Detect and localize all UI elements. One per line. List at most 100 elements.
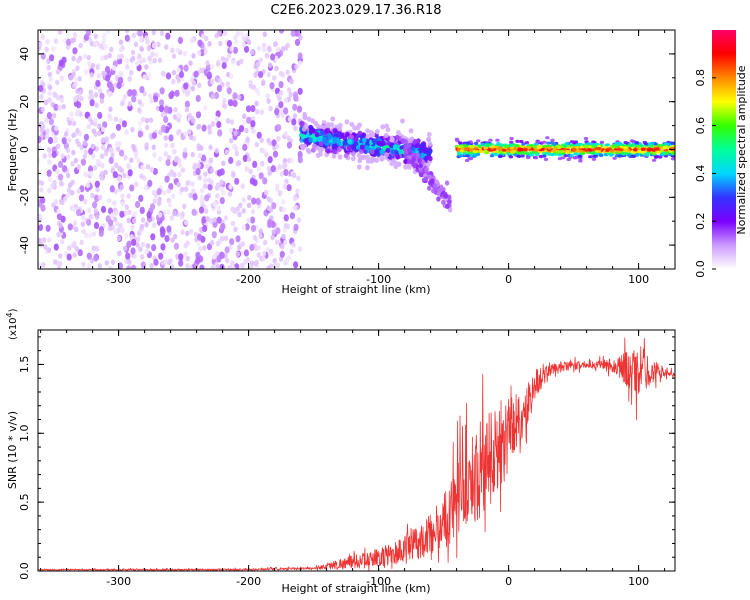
- snr-x-tick-label: 100: [628, 575, 649, 588]
- heatmap-cell: [219, 263, 225, 269]
- heatmap-cell: [114, 220, 120, 227]
- heatmap-cell: [235, 235, 241, 243]
- heatmap-cell: [145, 164, 151, 170]
- heatmap-cell: [250, 105, 256, 113]
- heatmap-cell: [134, 60, 140, 67]
- heatmap-cell: [207, 183, 213, 191]
- heatmap-cell: [108, 147, 113, 153]
- heatmap-cell: [353, 136, 359, 142]
- heatmap-cell: [125, 64, 130, 70]
- heatmap-cell: [418, 172, 424, 178]
- heatmap-cell: [396, 130, 401, 136]
- heatmap-cell: [149, 98, 154, 104]
- heatmap-cell: [250, 116, 256, 122]
- heatmap-cell: [531, 151, 537, 155]
- heatmap-cell: [215, 61, 221, 67]
- heatmap-cell: [188, 134, 194, 140]
- heatmap-cell: [210, 93, 216, 100]
- heatmap-cell: [473, 141, 479, 145]
- heatmap-cell: [55, 143, 61, 150]
- heatmap-cell: [523, 147, 528, 151]
- heatmap-cell: [61, 103, 66, 110]
- heatmap-cell: [150, 51, 155, 57]
- heatmap-cell: [292, 103, 298, 111]
- heatmap-cell: [176, 112, 181, 118]
- heatmap-cell: [634, 141, 639, 145]
- heatmap-cell: [390, 149, 396, 155]
- heatmap-cell: [281, 46, 286, 52]
- heatmap-cell: [280, 112, 285, 119]
- heatmap-cell: [95, 79, 101, 87]
- heatmap-cell: [90, 62, 96, 69]
- heatmap-cell: [81, 261, 86, 268]
- heatmap-cell: [127, 209, 132, 216]
- heatmap-cell: [352, 125, 357, 131]
- heatmap-cell: [93, 40, 99, 47]
- heatmap-cell: [143, 184, 148, 191]
- heatmap-cell: [578, 159, 583, 163]
- heatmap-cell: [255, 61, 261, 67]
- heatmap-cell: [237, 211, 242, 218]
- heatmap-cell: [578, 149, 583, 153]
- heatmap-cell: [58, 253, 63, 259]
- heatmap-cell: [113, 210, 119, 216]
- heatmap-cell: [350, 156, 356, 162]
- heatmap-cell: [124, 58, 129, 64]
- heatmap-cell: [180, 211, 185, 217]
- heatmap-cell: [192, 193, 198, 201]
- heatmap-cell: [45, 39, 50, 45]
- heatmap-cell: [344, 119, 350, 125]
- heatmap-cell: [131, 95, 137, 103]
- heatmap-cell: [175, 129, 181, 136]
- heatmap-cell: [95, 245, 100, 252]
- heatmap-cell: [93, 118, 98, 124]
- heatmap-cell: [283, 107, 289, 115]
- heatmap-cell: [83, 198, 88, 205]
- heatmap-cell: [40, 106, 45, 113]
- heatmap-cell: [156, 188, 162, 196]
- heatmap-cell: [122, 245, 128, 252]
- heatmap-cell: [592, 154, 597, 158]
- heatmap-cell: [240, 183, 245, 189]
- heatmap-cell: [218, 78, 223, 84]
- heatmap-cell: [140, 217, 146, 223]
- heatmap-cell: [163, 142, 169, 148]
- heatmap-cell: [48, 118, 55, 126]
- heatmap-cell: [468, 154, 474, 158]
- heatmap-cell: [234, 177, 240, 185]
- heatmap-cell: [89, 99, 95, 107]
- heatmap-cell: [47, 71, 53, 78]
- heatmap-cell: [89, 72, 94, 78]
- heatmap-cell: [134, 200, 141, 209]
- heatmap-cell: [284, 257, 290, 264]
- heatmap-cell: [174, 89, 180, 97]
- heatmap-cell: [279, 250, 285, 258]
- heatmap-cell: [137, 120, 143, 127]
- heatmap-cell: [118, 223, 123, 229]
- heatmap-cell: [159, 226, 165, 234]
- heatmap-cell: [41, 237, 47, 243]
- heatmap-cell: [656, 150, 661, 154]
- heatmap-cell: [563, 144, 568, 148]
- heatmap-cell: [92, 165, 98, 171]
- heatmap-cell: [114, 141, 119, 148]
- heatmap-cell: [92, 201, 98, 209]
- heatmap-cell: [38, 219, 42, 226]
- heatmap-cell: [163, 105, 170, 113]
- colorbar-ticks: 0.0 0.2 0.4 0.6 0.8: [694, 69, 716, 278]
- heatmap-cell: [256, 166, 261, 172]
- heatmap-cell: [443, 193, 449, 199]
- heatmap-cell: [88, 147, 94, 155]
- heatmap-cell: [256, 245, 261, 251]
- heatmap-cell: [229, 46, 234, 52]
- heatmap-cell: [214, 148, 219, 154]
- heatmap-cell: [144, 64, 149, 70]
- heatmap-cell: [65, 192, 71, 199]
- heatmap-cell: [185, 180, 190, 186]
- heatmap-cell: [635, 153, 640, 157]
- heatmap-cell: [183, 147, 188, 153]
- heatmap-cell: [140, 241, 146, 248]
- heatmap-cell: [113, 116, 119, 122]
- heatmap-cell: [495, 138, 500, 142]
- heatmap-cell: [370, 156, 376, 162]
